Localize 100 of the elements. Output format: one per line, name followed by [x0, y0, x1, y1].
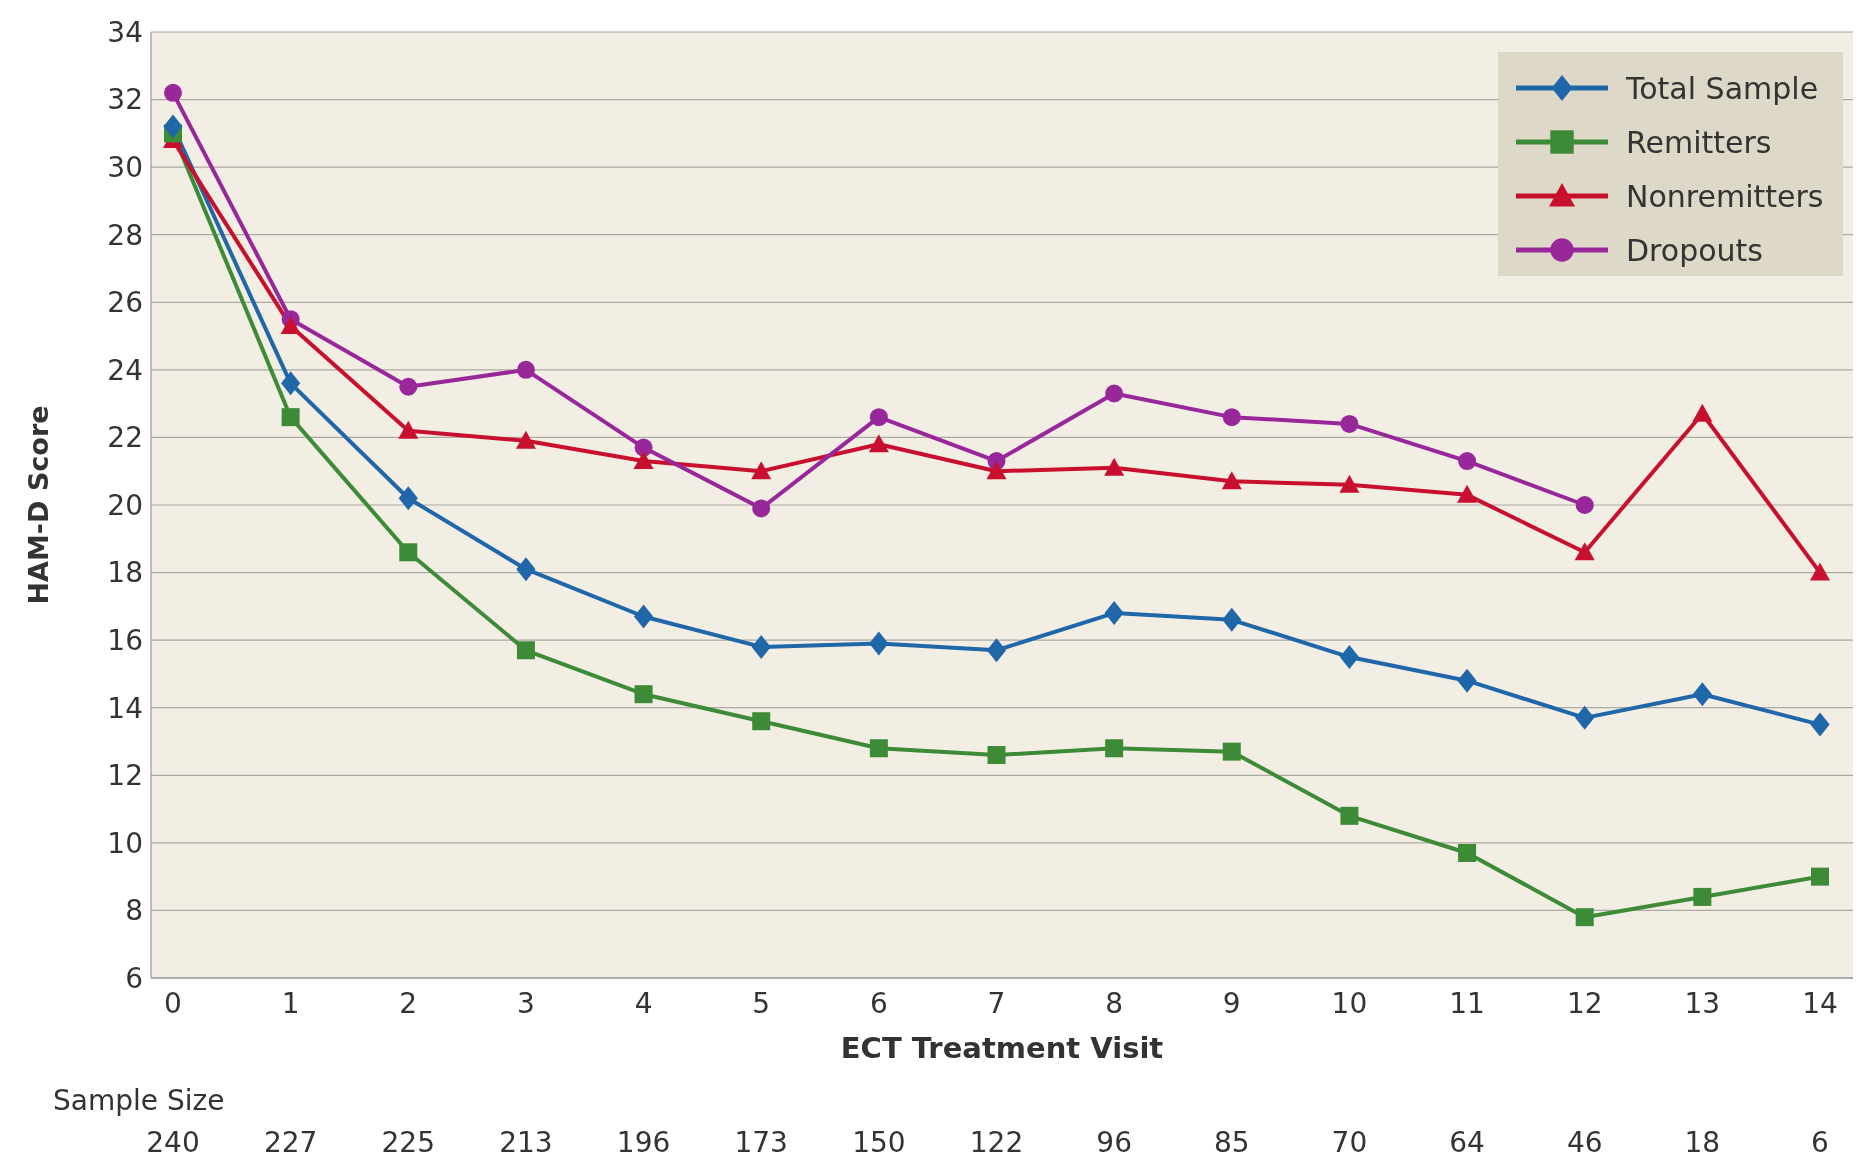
x-tick-label: 7	[987, 987, 1006, 1020]
text: 225	[381, 1126, 436, 1159]
point	[634, 685, 653, 704]
point	[281, 371, 301, 396]
legend-label: Total Sample	[1625, 70, 1819, 106]
text: 196	[616, 1126, 671, 1159]
point	[399, 377, 418, 396]
text: 64	[1449, 1126, 1485, 1159]
y-tick-label: 34	[107, 15, 143, 49]
point	[1222, 408, 1241, 427]
text: 240	[146, 1126, 200, 1159]
x-tick-label: 8	[1105, 987, 1124, 1020]
text: 70	[1331, 1126, 1368, 1159]
point	[281, 408, 300, 427]
y-axis-title: HAM-D Score	[23, 405, 54, 605]
text: 227	[263, 1126, 318, 1159]
point	[633, 604, 654, 629]
x-tick-label: 6	[869, 987, 888, 1020]
text: 213	[499, 1126, 553, 1159]
legend-label: Dropouts	[1626, 232, 1763, 268]
point	[516, 557, 536, 582]
point	[868, 434, 889, 453]
point	[1458, 452, 1477, 471]
point	[1810, 712, 1830, 737]
point	[752, 499, 771, 518]
text: Sample Size	[53, 1084, 225, 1117]
point	[752, 712, 771, 731]
point	[1574, 542, 1595, 561]
x-tick-label: 5	[752, 987, 771, 1020]
point	[869, 408, 888, 427]
point	[1105, 739, 1124, 758]
x-tick-label: 14	[1802, 987, 1838, 1020]
text: 173	[734, 1126, 788, 1159]
text: 85	[1213, 1126, 1250, 1159]
point	[163, 114, 183, 139]
point	[1575, 705, 1595, 730]
y-tick-label: 22	[107, 421, 143, 455]
point	[1457, 668, 1477, 693]
x-tick-label: 0	[164, 987, 182, 1020]
point	[399, 543, 418, 562]
x-tick-label: 10	[1331, 987, 1368, 1020]
point	[1575, 496, 1594, 514]
text: 96	[1096, 1126, 1132, 1159]
y-tick-label: 14	[107, 691, 143, 725]
point	[1340, 806, 1359, 825]
point	[986, 638, 1007, 663]
text: 122	[969, 1126, 1024, 1159]
point	[1104, 457, 1125, 476]
x-axis-title: ECT Treatment Visit	[840, 1031, 1164, 1065]
y-tick-label: 28	[107, 218, 143, 252]
point	[1811, 867, 1829, 886]
point	[634, 438, 653, 457]
y-tick-label: 10	[107, 826, 143, 860]
point	[869, 631, 889, 656]
legend-label: Nonremitters	[1626, 178, 1824, 214]
point	[1340, 414, 1359, 433]
point	[633, 451, 654, 470]
point	[398, 420, 419, 439]
text: 6	[1811, 1126, 1829, 1159]
point	[1222, 742, 1241, 761]
point	[1810, 562, 1830, 581]
point	[1221, 471, 1242, 490]
point	[164, 83, 182, 102]
x-tick-label: 11	[1449, 987, 1485, 1020]
point	[1339, 474, 1360, 493]
y-tick-label: 32	[107, 83, 143, 117]
y-tick-label: 6	[125, 961, 143, 995]
x-tick-label: 12	[1566, 987, 1603, 1020]
point	[1339, 645, 1360, 670]
point	[1457, 484, 1478, 503]
point	[1693, 887, 1712, 906]
point	[515, 430, 536, 449]
text: 150	[852, 1126, 906, 1159]
text: 18	[1684, 1126, 1721, 1159]
y-tick-label: 18	[107, 556, 143, 590]
y-tick-label: 12	[107, 759, 143, 793]
legend-label: Remitters	[1626, 124, 1772, 160]
point	[1105, 384, 1124, 403]
x-tick-label: 1	[281, 987, 300, 1020]
y-tick-label: 16	[107, 623, 143, 657]
y-tick-label: 26	[107, 286, 143, 320]
y-tick-label: 30	[107, 150, 143, 184]
x-tick-label: 3	[517, 987, 535, 1020]
point	[1458, 843, 1477, 862]
x-tick-label: 4	[634, 987, 653, 1020]
text: 46	[1566, 1126, 1603, 1159]
point	[1104, 601, 1124, 626]
point	[398, 486, 418, 511]
y-tick-label: 8	[125, 894, 143, 928]
x-tick-label: 13	[1684, 987, 1721, 1020]
point	[986, 461, 1007, 480]
x-tick-label: 2	[399, 987, 418, 1020]
point	[1692, 682, 1712, 707]
point	[280, 315, 301, 334]
point	[987, 746, 1006, 765]
point	[1692, 403, 1713, 422]
point	[751, 461, 772, 480]
point	[869, 739, 888, 758]
y-tick-label: 24	[107, 353, 143, 387]
point	[1575, 908, 1594, 927]
